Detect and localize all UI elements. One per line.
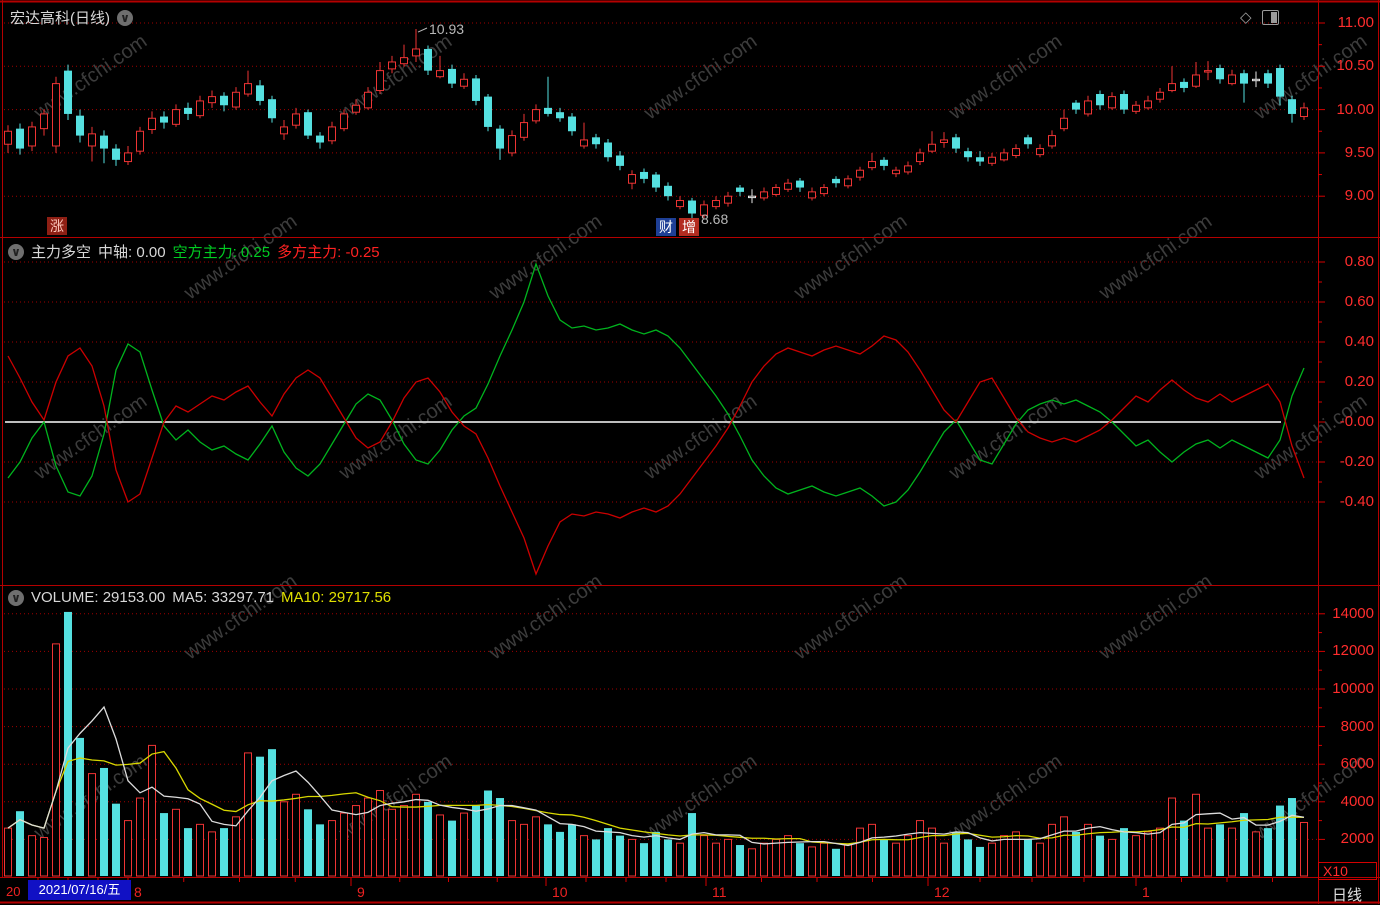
month-label[interactable]: 11 [712,884,727,900]
selected-date-box[interactable]: 2021/07/16/五 [28,880,131,900]
volume-panel-header: ∨ VOLUME: 29153.00 MA5: 33297.71 MA10: 2… [8,589,391,606]
window-toolbar: ◇ [1240,8,1279,26]
volume-value: VOLUME: 29153.00 [31,589,166,606]
diamond-icon[interactable]: ◇ [1240,9,1252,26]
cai-event-badge[interactable]: 财 [656,218,676,236]
indicator-long: 多方主力: -0.25 [277,244,380,261]
axis-tick-label: 8000 [1340,717,1374,735]
chevron-down-icon[interactable]: ∨ [117,9,133,26]
axis-tick-label: 9.50 [1344,143,1374,161]
axis-tick-label: 10.00 [1336,100,1374,118]
axis-tick-label: 11.00 [1337,14,1374,31]
axis-tick-label: 0.80 [1344,253,1374,270]
month-label[interactable]: 12 [934,884,950,900]
volume-multiplier-box: X10 [1318,862,1377,880]
indicator-panel-header: ∨ 主力多空 中轴: 0.00 空方主力: 0.25 多方主力: -0.25 [8,241,380,262]
month-label[interactable]: 1 [1142,884,1150,900]
axis-tick-label: 14000 [1332,604,1374,622]
kline-panel-header: 宏达高科(日线) ∨ [10,7,133,28]
page-title: 宏达高科(日线) [10,10,110,27]
axis-tick-label: 0.20 [1344,373,1374,390]
month-label[interactable]: 9 [357,884,365,900]
peak-price-label: 10.93 [429,21,465,37]
axis-tick-label: 2000 [1340,830,1374,848]
volume-ma10: MA10: 29717.56 [281,589,392,606]
axis-tick-label: 12000 [1332,642,1374,660]
chevron-down-icon[interactable]: ∨ [8,243,24,260]
axis-tick-label: 0.60 [1344,293,1374,310]
axis-tick-label: 10000 [1332,680,1374,697]
axis-tick-label: 10.50 [1336,57,1374,75]
panel-layout-icon[interactable] [1261,9,1279,25]
trough-price-label: 8.68 [701,211,729,227]
axis-tick-label: 0.40 [1344,333,1374,350]
month-label[interactable]: 8 [134,884,142,900]
volume-ma5: MA5: 33297.71 [172,589,275,606]
year-fragment-label: 20 [6,884,21,899]
zhang-event-badge[interactable]: 涨 [47,217,67,235]
axis-tick-label: 4000 [1340,792,1374,810]
axis-tick-label: 9.00 [1344,187,1374,205]
indicator-short: 空方主力: 0.25 [172,244,271,261]
zeng-event-badge[interactable]: 增 [679,218,699,236]
axis-tick-label: -0.00 [1339,413,1374,430]
period-label[interactable]: 日线 [1332,887,1363,904]
indicator-title: 主力多空 [31,244,92,261]
month-label[interactable]: 10 [552,884,568,900]
axis-tick-label: -0.40 [1339,493,1374,510]
indicator-mid: 中轴: 0.00 [98,244,166,261]
axis-tick-label: 6000 [1340,755,1374,773]
chevron-down-icon[interactable]: ∨ [8,589,24,606]
axis-tick-label: -0.20 [1339,453,1374,470]
